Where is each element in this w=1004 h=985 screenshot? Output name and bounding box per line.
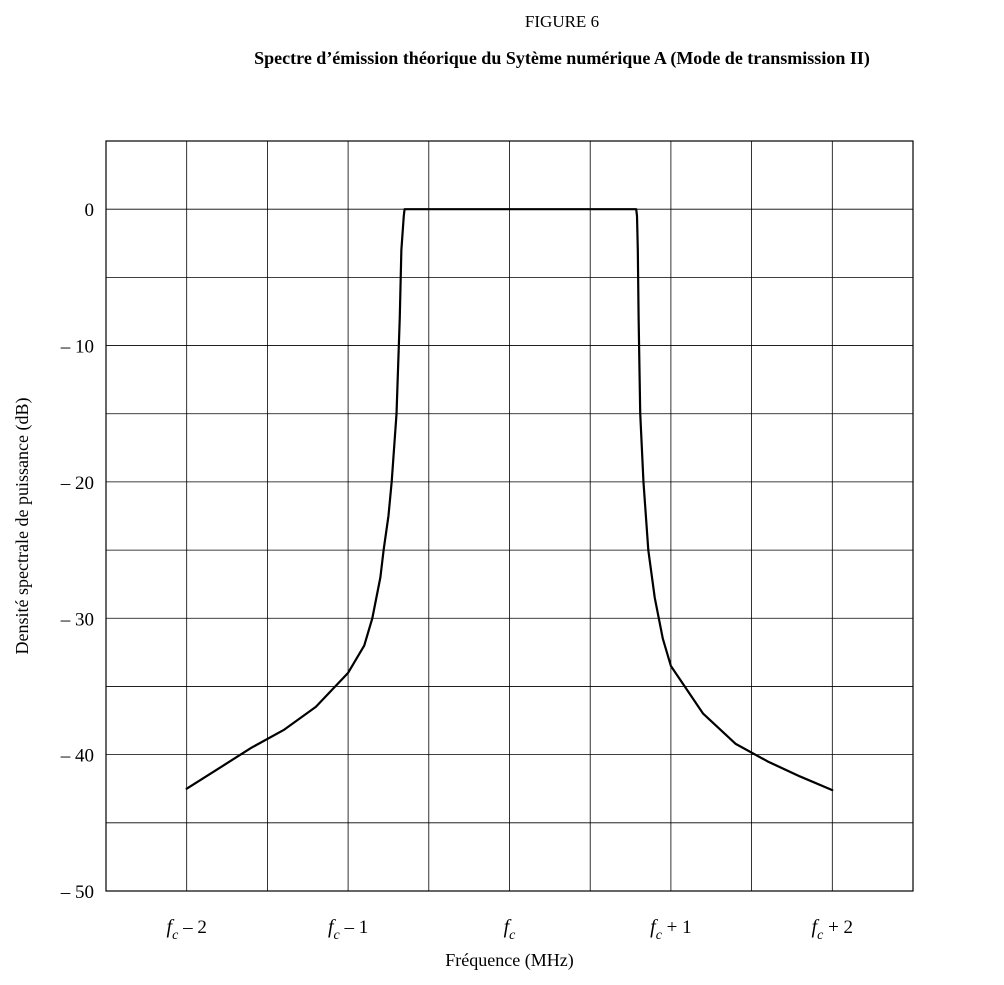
y-tick-label: – 20 bbox=[60, 473, 94, 494]
y-tick-label: 0 bbox=[85, 200, 95, 221]
y-tick-labels: 0 – 10 – 20 – 30 – 40 – 50 bbox=[60, 200, 94, 903]
x-tick-label: fc + 1 bbox=[650, 916, 692, 943]
grid bbox=[106, 141, 913, 891]
x-axis-label: Fréquence (MHz) bbox=[445, 950, 573, 971]
x-tick-label: fc bbox=[504, 916, 517, 943]
plot-frame bbox=[105, 140, 914, 892]
y-axis-label: Densité spectrale de puissance (dB) bbox=[12, 398, 33, 655]
x-tick-labels: fc – 2 fc – 1 fc fc + 1 fc + 2 bbox=[167, 916, 853, 943]
y-tick-label: – 50 bbox=[60, 882, 94, 903]
x-tick-label: fc + 2 bbox=[812, 916, 854, 943]
y-tick-label: – 30 bbox=[60, 609, 94, 630]
figure-title: Spectre d’émission théorique du Sytème n… bbox=[254, 48, 870, 68]
figure-label: FIGURE 6 bbox=[524, 12, 600, 31]
y-tick-label: – 40 bbox=[60, 746, 94, 767]
spectrum-curve bbox=[185, 208, 834, 792]
x-tick-label: fc – 2 bbox=[167, 916, 207, 943]
y-tick-label: – 10 bbox=[60, 337, 94, 358]
x-tick-label: fc – 1 bbox=[328, 916, 368, 943]
